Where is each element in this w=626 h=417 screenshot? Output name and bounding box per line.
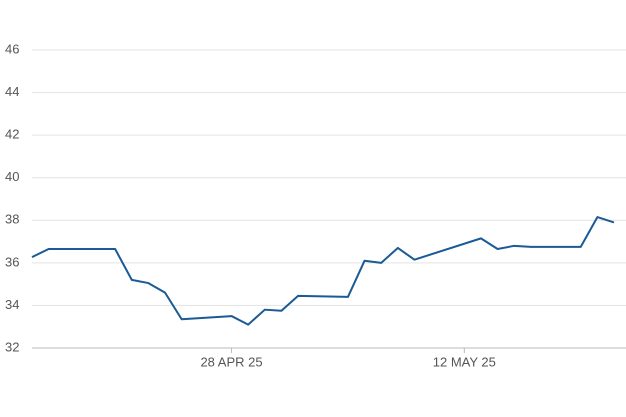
- y-tick-label: 46: [5, 41, 19, 56]
- line: [31, 216, 615, 326]
- x-tick-label: 28 APR 25: [200, 354, 262, 369]
- y-tick-label: 42: [5, 127, 19, 142]
- y-tick-label: 44: [5, 84, 19, 99]
- y-tick-label: 38: [5, 212, 19, 227]
- y-tick-label: 36: [5, 254, 19, 269]
- y-tick-label: 40: [5, 169, 19, 184]
- x-tick-label: 12 MAY 25: [433, 354, 496, 369]
- y-tick-label: 32: [5, 339, 19, 354]
- y-tick-label: 34: [5, 297, 19, 312]
